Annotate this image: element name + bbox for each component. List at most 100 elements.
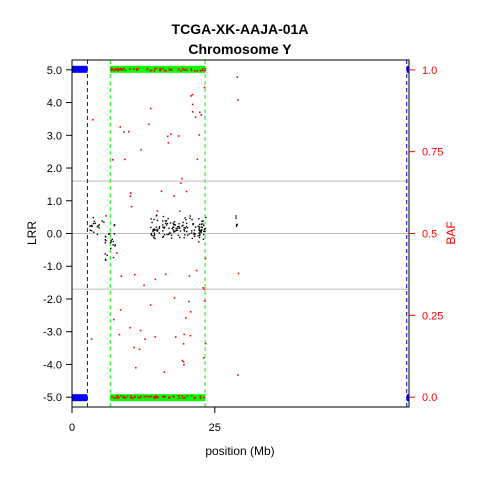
baf-point-92 xyxy=(117,395,120,398)
lrr-point-56 xyxy=(172,229,175,231)
lrr-point-75 xyxy=(174,224,177,226)
x-tick-label-0: 0 xyxy=(69,422,75,434)
lrr-point-76 xyxy=(156,219,159,222)
lrr-point-29 xyxy=(104,238,107,241)
lrr-point-40 xyxy=(105,259,107,261)
baf-point-124 xyxy=(124,158,126,161)
baf-point-97 xyxy=(190,395,193,397)
lrr-point-4 xyxy=(90,224,92,227)
lrr-point-184 xyxy=(235,217,237,219)
baf-point-110 xyxy=(116,395,118,397)
baf-points xyxy=(90,67,240,400)
baf-point-181 xyxy=(189,311,192,313)
baf-point-73 xyxy=(149,395,151,398)
baf-point-55 xyxy=(133,68,135,70)
baf-point-171 xyxy=(120,275,123,278)
baf-point-3 xyxy=(186,68,188,71)
baf-point-121 xyxy=(177,135,180,137)
lrr-point-172 xyxy=(188,233,191,235)
baf-point-86 xyxy=(164,395,166,398)
lrr-point-174 xyxy=(191,218,193,221)
lrr-point-37 xyxy=(105,215,107,217)
lrr-point-55 xyxy=(173,221,176,223)
baf-point-152 xyxy=(181,177,183,180)
lrr-point-93 xyxy=(153,232,155,234)
baf-point-120 xyxy=(203,86,206,89)
baf-point-140 xyxy=(189,334,192,337)
baf-point-142 xyxy=(191,93,194,96)
baf-point-118 xyxy=(173,395,175,398)
lrr-points xyxy=(89,214,238,261)
baf-point-68 xyxy=(157,396,159,398)
baf-point-99 xyxy=(154,397,157,400)
lrr-point-60 xyxy=(203,233,205,236)
lrr-point-50 xyxy=(193,232,195,234)
baf-point-132 xyxy=(129,192,132,194)
baf-point-100 xyxy=(177,395,180,397)
chart-title: TCGA-XK-AAJA-01A xyxy=(172,21,309,37)
y-tick-label-1: 4.0 xyxy=(47,98,62,110)
baf-point-65 xyxy=(117,397,120,399)
baf-point-21 xyxy=(137,68,139,70)
baf-point-50 xyxy=(122,67,125,70)
baf-point-182 xyxy=(191,103,194,106)
baf-point-157 xyxy=(133,346,135,349)
baf-point-69 xyxy=(203,396,205,399)
lrr-point-162 xyxy=(200,223,203,225)
baf-point-63 xyxy=(199,397,202,399)
baf-point-163 xyxy=(143,284,145,287)
lrr-point-13 xyxy=(89,225,91,228)
lrr-point-9 xyxy=(98,224,100,226)
baf-point-85 xyxy=(132,397,134,399)
baf-point-10 xyxy=(119,68,122,70)
lrr-point-159 xyxy=(178,223,180,225)
baf-point-51 xyxy=(193,70,196,72)
lrr-point-113 xyxy=(153,218,155,221)
baf-point-47 xyxy=(114,69,117,71)
baf-point-78 xyxy=(124,397,127,399)
lrr-point-32 xyxy=(104,235,107,237)
baf-point-93 xyxy=(162,396,165,398)
baf-point-159 xyxy=(190,95,192,97)
baf-point-168 xyxy=(196,158,199,161)
lrr-point-111 xyxy=(179,230,182,232)
lrr-point-169 xyxy=(156,230,158,232)
baf-point-127 xyxy=(118,333,121,336)
lrr-point-123 xyxy=(162,215,165,218)
lrr-point-30 xyxy=(112,240,114,243)
baf-point-13 xyxy=(163,69,166,72)
baf-point-103 xyxy=(123,395,125,398)
lrr-point-7 xyxy=(92,216,94,219)
baf-point-175 xyxy=(182,343,185,345)
baf-point-48 xyxy=(110,69,113,71)
lrr-point-167 xyxy=(198,223,201,226)
baf-point-193 xyxy=(237,272,240,275)
baf-point-37 xyxy=(110,67,113,70)
baf-point-154 xyxy=(180,182,182,184)
baf-point-194 xyxy=(90,338,93,340)
baf-point-89 xyxy=(140,395,142,398)
lrr-point-99 xyxy=(165,220,168,222)
lrr-point-128 xyxy=(202,220,204,222)
lrr-point-130 xyxy=(153,236,155,239)
baf-point-174 xyxy=(129,195,132,198)
lrr-point-49 xyxy=(183,228,185,231)
baf-point-138 xyxy=(202,286,204,289)
lrr-point-186 xyxy=(235,225,238,227)
lrr-point-138 xyxy=(198,236,201,239)
baf-point-187 xyxy=(163,371,166,373)
lrr-point-182 xyxy=(200,229,203,231)
segment-bar-top-2 xyxy=(406,65,409,73)
lrr-point-120 xyxy=(157,228,159,231)
lrr-point-68 xyxy=(198,226,201,228)
baf-point-43 xyxy=(159,69,161,71)
baf-point-190 xyxy=(236,76,239,78)
lrr-point-134 xyxy=(183,230,186,232)
baf-point-33 xyxy=(159,68,162,71)
baf-point-179 xyxy=(178,210,181,212)
baf-point-104 xyxy=(182,397,184,399)
baf-point-16 xyxy=(154,68,156,70)
baf-point-162 xyxy=(160,190,163,192)
lrr-point-80 xyxy=(168,232,171,234)
y-tick-label-4: 1.0 xyxy=(47,196,62,208)
